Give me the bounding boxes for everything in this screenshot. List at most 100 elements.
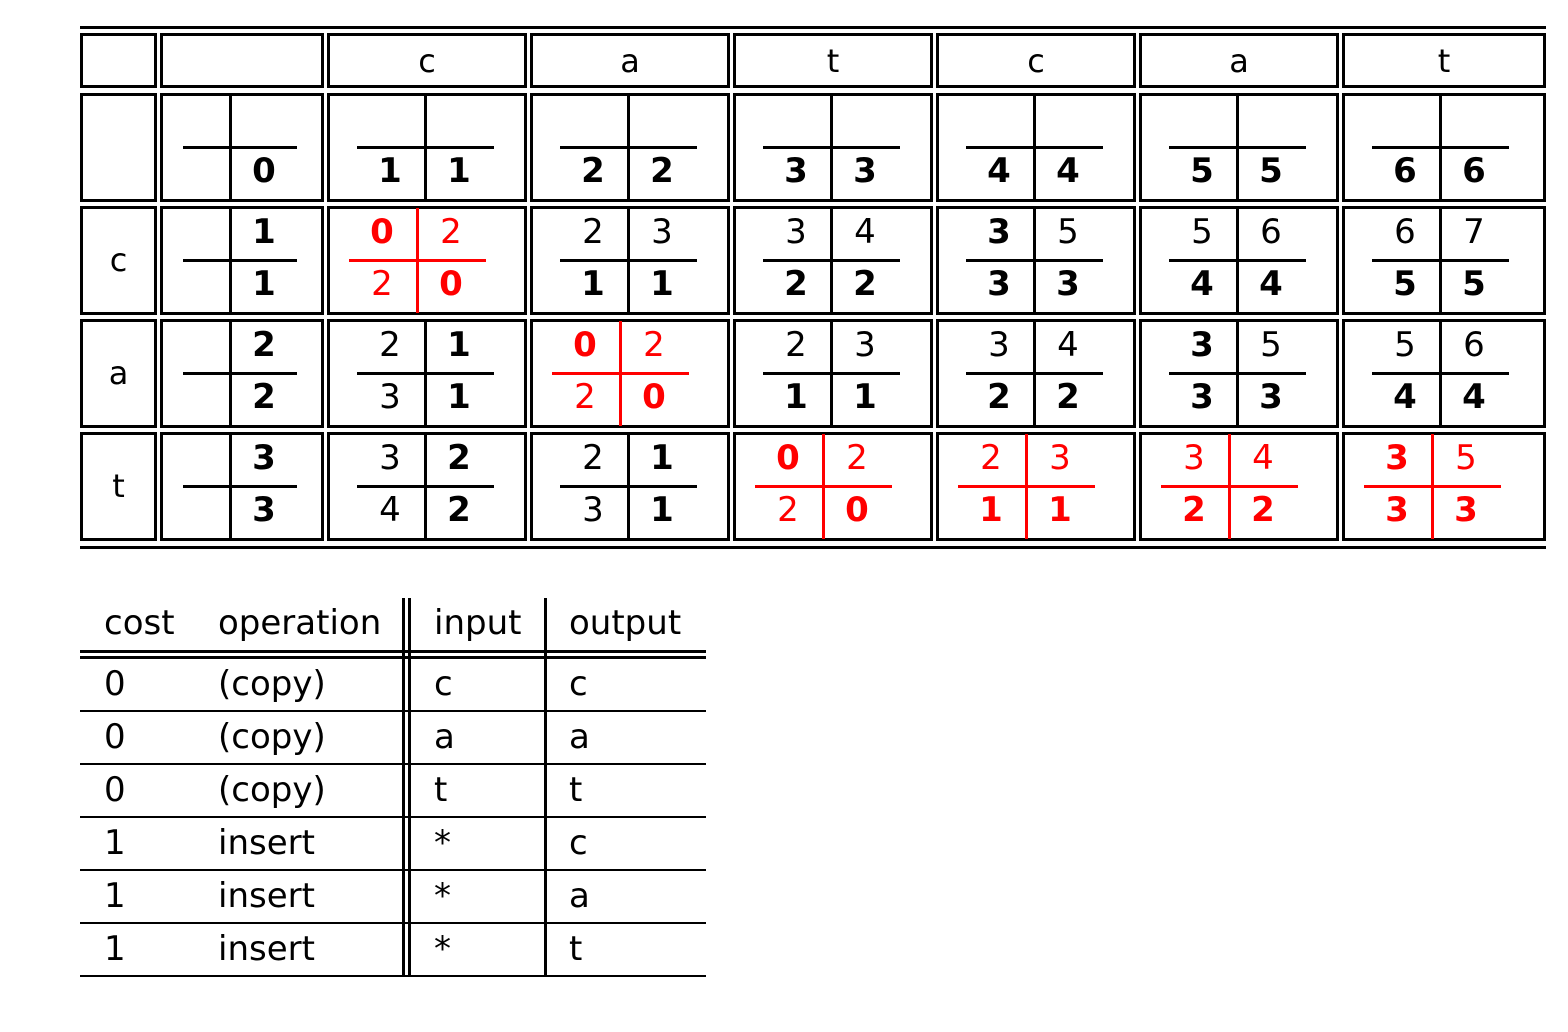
cell-value: 5 — [1393, 264, 1417, 304]
cell-value: 2 — [777, 490, 799, 530]
cell-vline — [1439, 321, 1442, 426]
cell-value: 2 — [1056, 377, 1080, 417]
table-cell: t — [569, 929, 583, 969]
table-cell: 0 — [104, 664, 126, 704]
cell-value: 3 — [1385, 438, 1409, 478]
column-header-cell — [530, 33, 730, 88]
cell-hline — [183, 485, 297, 488]
cell-value: 3 — [854, 325, 876, 365]
table-cell: t — [569, 770, 583, 810]
cell-hline — [183, 259, 297, 262]
table-cell — [160, 93, 324, 202]
cell-vline — [1033, 95, 1036, 200]
table-cell — [1139, 432, 1339, 541]
column-header: operation — [218, 603, 382, 643]
table-cell: insert — [218, 876, 315, 916]
cell-value: 0 — [252, 151, 276, 191]
cell-value: 3 — [1190, 377, 1214, 417]
cell-value: 5 — [1190, 151, 1214, 191]
cell-value: 2 — [440, 212, 462, 252]
cell-value: 2 — [853, 264, 877, 304]
table-cell: t — [434, 770, 448, 810]
table-cell — [80, 93, 157, 202]
cell-vline — [424, 434, 427, 539]
table-cell: (copy) — [218, 717, 326, 757]
cell-vline — [1439, 208, 1442, 313]
cell-value: 3 — [784, 151, 808, 191]
cell-value: 4 — [1056, 151, 1080, 191]
table-cell — [80, 432, 157, 541]
cell-value: 0 — [642, 377, 666, 417]
table-cell — [80, 319, 157, 428]
table-cell — [936, 319, 1136, 428]
cell-value: 5 — [1394, 325, 1416, 365]
cell-value: 2 — [1251, 490, 1275, 530]
highlight-vline — [822, 434, 825, 539]
cell-value: 4 — [1259, 264, 1283, 304]
cell-vline — [1439, 95, 1442, 200]
cell-value: 2 — [574, 377, 596, 417]
table-cell — [160, 432, 324, 541]
cell-value: 2 — [1182, 490, 1206, 530]
cell-value: 3 — [379, 377, 401, 417]
cell-vline — [627, 434, 630, 539]
cell-value: 3 — [785, 212, 807, 252]
cell-value: 5 — [1260, 325, 1282, 365]
row-header: a — [108, 354, 129, 392]
cell-value: 3 — [853, 151, 877, 191]
cell-vline — [1033, 208, 1036, 313]
cell-value: 1 — [581, 264, 605, 304]
cell-value: 2 — [379, 325, 401, 365]
cell-value: 3 — [1183, 438, 1205, 478]
table-cell — [733, 432, 933, 541]
cell-value: 6 — [1260, 212, 1282, 252]
table-cell — [1139, 93, 1339, 202]
row-rule — [80, 869, 706, 871]
cell-value: 1 — [650, 438, 674, 478]
table-cell: a — [569, 717, 590, 757]
cell-hline — [183, 146, 297, 149]
table-cell — [1342, 319, 1546, 428]
cell-value: 3 — [987, 264, 1011, 304]
cell-value: 1 — [650, 490, 674, 530]
cell-value: 2 — [581, 151, 605, 191]
cell-value: 3 — [651, 212, 673, 252]
table-cell: a — [569, 876, 590, 916]
table-cell — [530, 432, 730, 541]
cell-value: 1 — [979, 490, 1003, 530]
cell-value: 5 — [1191, 212, 1213, 252]
cell-value: 3 — [1049, 438, 1071, 478]
cell-value: 1 — [1048, 490, 1072, 530]
cell-vline — [1236, 208, 1239, 313]
divider-op-input-1 — [402, 598, 405, 976]
cell-vline — [1236, 95, 1239, 200]
cell-value: 3 — [379, 438, 401, 478]
highlight-vline — [1228, 434, 1231, 539]
cell-value: 2 — [650, 151, 674, 191]
cell-value: 4 — [1057, 325, 1079, 365]
column-header-cell — [327, 33, 527, 88]
cell-value: 1 — [447, 151, 471, 191]
cell-value: 2 — [447, 490, 471, 530]
column-header-cell — [80, 33, 157, 88]
cell-vline — [229, 321, 232, 426]
cell-value: 4 — [854, 212, 876, 252]
cell-value: 0 — [776, 438, 800, 478]
cell-vline — [627, 95, 630, 200]
cell-vline — [229, 434, 232, 539]
row-rule — [80, 922, 706, 924]
cell-value: 2 — [846, 438, 868, 478]
cell-value: 5 — [1259, 151, 1283, 191]
cell-value: 2 — [643, 325, 665, 365]
table-cell — [733, 206, 933, 315]
table-cell — [160, 319, 324, 428]
table-cell: insert — [218, 929, 315, 969]
highlight-vline — [1025, 434, 1028, 539]
column-header-cell — [160, 33, 324, 88]
row-rule — [80, 975, 706, 977]
table-cell: 1 — [104, 929, 126, 969]
cell-value: 4 — [1190, 264, 1214, 304]
cell-value: 5 — [1057, 212, 1079, 252]
cell-vline — [229, 208, 232, 313]
cell-value: 1 — [447, 377, 471, 417]
